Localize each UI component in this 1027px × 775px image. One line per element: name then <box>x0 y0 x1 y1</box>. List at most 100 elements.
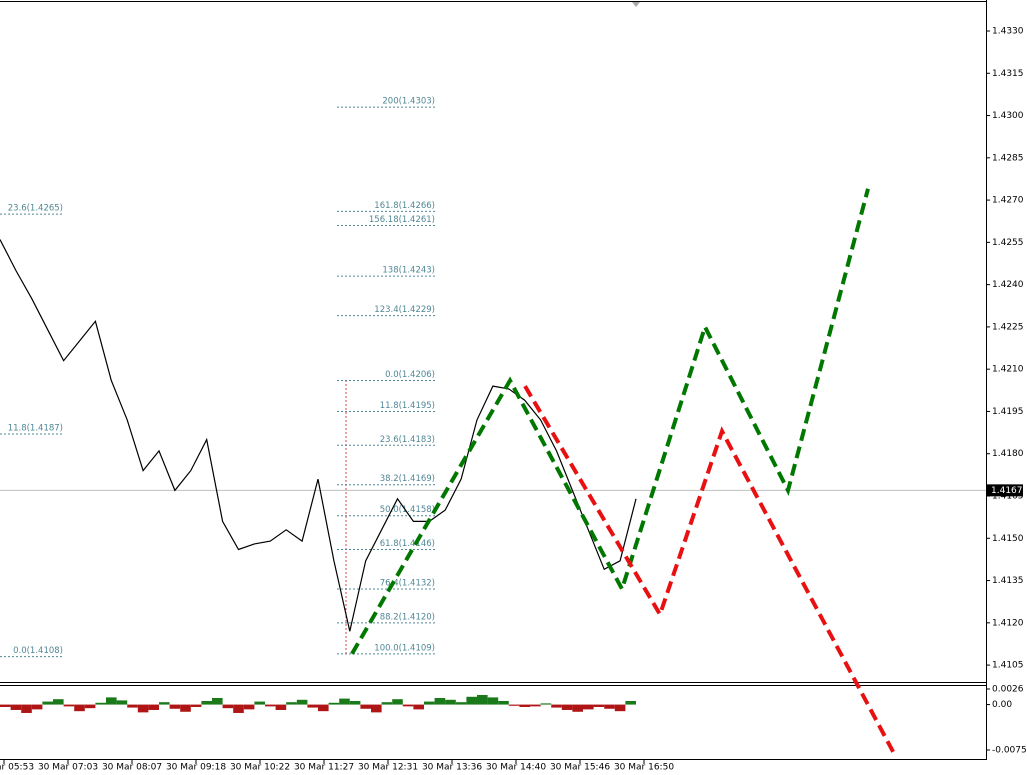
indicator-bar <box>106 697 117 705</box>
indicator-bar <box>169 704 181 709</box>
indicator-bar <box>116 700 128 705</box>
fib-label: 50.0(1.4158) <box>380 505 435 515</box>
indicator-bar <box>445 699 456 705</box>
indicator-bar <box>10 704 22 710</box>
y-tick-label: 0.0026 <box>992 685 1024 695</box>
fib-label: 123.4(1.4229) <box>374 305 435 315</box>
x-tick-label: 30 Mar 09:18 <box>166 763 226 773</box>
indicator-bar <box>477 694 488 705</box>
x-tick-label: 30 Mar 13:36 <box>422 763 482 773</box>
projection-line <box>523 385 897 757</box>
indicator-bar <box>360 704 371 709</box>
indicator-bar <box>392 699 403 705</box>
y-tick-label: 1.4270 <box>992 196 1024 206</box>
x-tick-label: 30 Mar 10:22 <box>230 763 290 773</box>
indicator-bar <box>53 699 64 705</box>
fib-label: 11.8(1.4187) <box>8 424 63 434</box>
x-tick-label: 30 Mar 05:53 <box>0 763 34 773</box>
fib-label: 11.8(1.4195) <box>380 401 435 411</box>
fib-label: 138(1.4243) <box>382 266 435 276</box>
indicator-bar <box>328 702 340 705</box>
current-price-box <box>987 484 1023 497</box>
indicator-bar <box>381 702 393 705</box>
indicator-bar <box>42 701 53 705</box>
y-tick-label: 1.4180 <box>992 449 1024 459</box>
y-tick-label: -0.00758 <box>992 746 1027 756</box>
y-tick-label: 1.4120 <box>992 618 1024 628</box>
indicator-bar <box>604 704 615 709</box>
indicator-bar <box>159 702 170 705</box>
fib-label: 88.2(1.4120) <box>380 612 435 622</box>
indicator-bar <box>265 704 276 707</box>
indicator-bar <box>625 700 636 705</box>
indicator-bar <box>402 704 414 707</box>
fib-label: 38.2(1.4169) <box>380 474 435 484</box>
fib-label: 0.0(1.4108) <box>13 646 63 656</box>
price-line <box>0 239 637 632</box>
indicator-bar <box>137 704 149 713</box>
indicator-bar <box>434 697 446 705</box>
indicator-bar <box>561 704 573 710</box>
y-tick-label: 1.4255 <box>992 238 1024 248</box>
y-tick-label: 0.00 <box>992 700 1012 710</box>
fib-label: 23.6(1.4183) <box>380 435 435 445</box>
indicator-bar <box>127 704 138 708</box>
fib-label: 156.18(1.4261) <box>369 215 435 225</box>
scroll-marker <box>632 2 640 7</box>
indicator-bar <box>424 701 435 705</box>
indicator-bar <box>530 704 541 707</box>
y-tick-label: 1.4105 <box>992 661 1024 671</box>
indicator-bar <box>487 697 499 705</box>
indicator-bar <box>243 704 255 710</box>
indicator-bar <box>84 704 96 709</box>
indicator-bar <box>286 702 297 705</box>
y-tick-label: 1.4210 <box>992 365 1024 375</box>
x-tick-label: 30 Mar 11:27 <box>294 763 354 773</box>
indicator-bar <box>466 696 477 705</box>
indicator-bar <box>148 704 159 710</box>
indicator-bar <box>572 704 583 712</box>
x-tick-label: 30 Mar 14:40 <box>486 763 546 773</box>
y-tick-label: 1.4300 <box>992 111 1024 121</box>
fib-label: 23.6(1.4265) <box>8 204 63 214</box>
y-tick-label: 1.4135 <box>992 576 1024 586</box>
indicator-bar <box>508 704 520 706</box>
indicator-bar <box>201 700 212 705</box>
y-tick-label: 1.4285 <box>992 153 1024 163</box>
indicator-bar <box>307 704 318 708</box>
y-tick-label: 1.4225 <box>992 322 1024 332</box>
fib-label: 161.8(1.4266) <box>374 201 435 211</box>
indicator-bar <box>614 704 626 712</box>
indicator-bar <box>222 704 234 709</box>
indicator-bar <box>275 704 287 710</box>
fib-label: 61.8(1.4146) <box>380 539 435 549</box>
indicator-bar <box>296 699 308 705</box>
y-tick-label: 1.4240 <box>992 280 1024 290</box>
indicator-bar <box>318 704 329 712</box>
y-tick-label: 1.4165 <box>992 492 1024 502</box>
indicator-bar <box>0 704 11 707</box>
fib-label: 76.4(1.4132) <box>380 579 435 589</box>
y-tick-label: 1.4195 <box>992 407 1024 417</box>
indicator-bar <box>63 704 75 707</box>
indicator-bar <box>583 704 594 710</box>
fib-label: 0.0(1.4206) <box>385 370 435 380</box>
indicator-bar <box>21 704 32 713</box>
x-tick-label: 30 Mar 08:07 <box>102 763 162 773</box>
indicator-bar <box>180 704 191 712</box>
indicator-bar <box>74 704 85 712</box>
indicator-bar <box>31 704 43 710</box>
indicator-bar <box>455 702 467 705</box>
indicator-bar <box>233 704 244 713</box>
x-tick-label: 30 Mar 16:50 <box>614 763 674 773</box>
x-tick-label: 30 Mar 15:46 <box>550 763 610 773</box>
indicator-bar <box>339 698 350 705</box>
indicator-bar <box>519 704 530 707</box>
y-tick-label: 1.4330 <box>992 27 1024 37</box>
fib-label: 200(1.4303) <box>382 97 435 107</box>
current-price-label: 1.4167 <box>991 486 1023 496</box>
indicator-bar <box>540 703 552 705</box>
y-tick-label: 1.4150 <box>992 534 1024 544</box>
